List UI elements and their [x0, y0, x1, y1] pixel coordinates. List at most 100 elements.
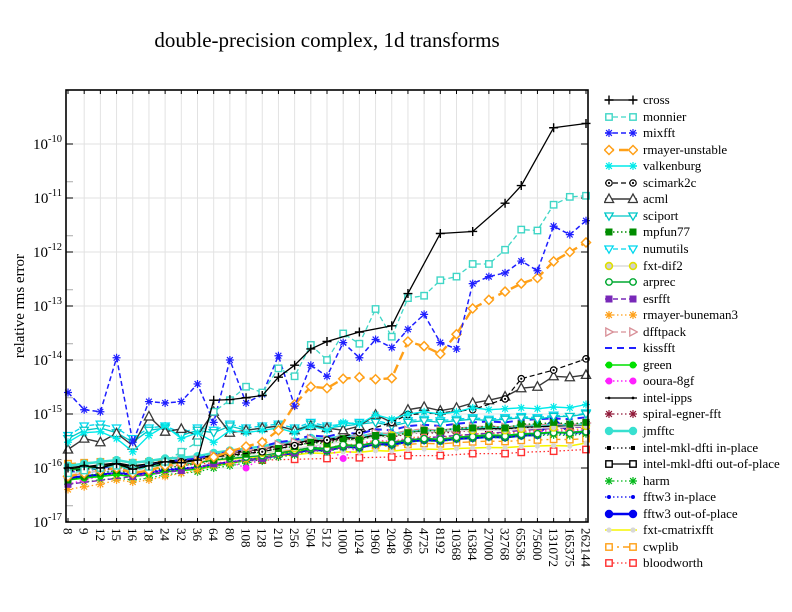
data-point-marker	[355, 420, 364, 429]
data-point-marker	[565, 230, 574, 239]
data-point-marker	[484, 431, 493, 440]
data-point-marker	[112, 434, 121, 443]
series-line-monnier	[67, 195, 587, 474]
data-point-marker	[177, 434, 186, 443]
data-point-marker	[435, 229, 445, 239]
data-point-marker	[517, 225, 526, 234]
data-point-marker	[159, 425, 171, 436]
data-point-marker	[240, 440, 252, 453]
data-point-marker	[339, 418, 348, 427]
data-point-marker	[176, 458, 186, 468]
data-point-marker	[533, 404, 542, 413]
x-tick-label: 10368	[449, 528, 464, 561]
x-tick-label: 36	[190, 528, 205, 542]
data-point-marker	[549, 222, 558, 231]
y-tick-label: 10-16	[33, 458, 62, 477]
data-point-marker	[548, 255, 560, 267]
data-point-marker	[564, 412, 576, 422]
data-point-marker	[321, 382, 333, 394]
data-point-marker	[434, 418, 446, 428]
data-point-marker	[564, 370, 576, 382]
data-point-marker	[582, 400, 590, 409]
data-point-marker	[175, 422, 188, 434]
data-point-marker	[503, 397, 507, 401]
data-point-marker	[112, 353, 121, 362]
data-point-marker	[486, 444, 492, 451]
x-tick-label: 64	[206, 528, 221, 542]
data-point-marker	[515, 414, 527, 424]
x-tick-label: 80	[222, 528, 237, 541]
data-point-marker	[290, 360, 300, 370]
x-tick-label: 24	[158, 528, 173, 542]
data-point-marker	[420, 426, 428, 434]
data-point-marker	[549, 402, 558, 411]
data-point-marker	[515, 381, 527, 393]
data-point-marker	[436, 451, 445, 460]
x-tick-label: 32768	[498, 528, 513, 561]
data-point-marker	[306, 421, 315, 430]
data-point-marker	[517, 403, 526, 412]
data-point-marker	[484, 260, 493, 268]
data-point-marker	[272, 424, 284, 436]
data-point-marker	[322, 337, 332, 347]
data-point-marker	[225, 426, 234, 435]
data-point-marker	[96, 480, 105, 489]
data-point-marker	[339, 435, 347, 443]
data-point-marker	[451, 417, 462, 427]
data-point-marker	[484, 405, 493, 414]
data-point-marker	[582, 418, 590, 426]
data-point-marker	[274, 364, 283, 373]
data-point-marker	[387, 332, 396, 341]
data-point-marker	[437, 446, 443, 453]
data-point-marker	[516, 181, 526, 191]
data-point-marker	[450, 328, 463, 340]
x-tick-label: 1000	[336, 528, 351, 554]
data-point-marker	[567, 443, 573, 449]
data-point-marker	[501, 404, 510, 413]
data-point-marker	[452, 407, 461, 416]
data-point-marker	[436, 410, 445, 418]
data-point-marker	[193, 438, 202, 447]
data-point-marker	[421, 446, 427, 452]
data-point-marker	[64, 485, 72, 494]
data-point-marker	[242, 428, 251, 437]
data-point-marker	[128, 478, 137, 487]
data-point-marker	[387, 453, 396, 461]
data-point-marker	[582, 191, 590, 200]
data-point-marker	[436, 338, 445, 347]
data-point-marker	[290, 372, 299, 381]
data-point-marker	[144, 431, 153, 440]
data-point-marker	[434, 348, 446, 360]
data-point-marker	[209, 418, 218, 427]
data-point-marker	[274, 351, 283, 360]
data-point-marker	[353, 371, 365, 383]
data-point-marker	[96, 407, 105, 416]
data-point-marker	[370, 418, 381, 428]
data-point-marker	[565, 403, 574, 412]
data-point-marker	[160, 457, 170, 467]
data-point-marker	[484, 272, 493, 281]
x-tick-label: 16	[125, 528, 140, 542]
series-line-ooura-8gf	[67, 429, 587, 485]
data-point-marker	[533, 226, 542, 235]
data-point-marker	[355, 436, 363, 444]
data-point-marker	[580, 368, 592, 380]
plot-frame	[65, 89, 589, 523]
data-point-marker	[452, 344, 461, 353]
x-tick-label: 15	[109, 528, 124, 541]
data-point-marker	[290, 428, 299, 437]
data-point-marker	[436, 427, 444, 435]
x-tick-label: 75600	[530, 528, 545, 561]
data-point-marker	[355, 339, 364, 348]
data-point-marker	[225, 459, 234, 468]
data-point-marker	[94, 435, 107, 447]
y-tick-label: 10-13	[33, 296, 62, 315]
data-point-marker	[193, 428, 202, 437]
data-point-marker	[405, 446, 411, 453]
data-point-marker	[565, 192, 574, 201]
y-tick-label: 10-15	[33, 404, 62, 423]
data-point-marker	[452, 272, 461, 281]
data-point-marker	[420, 310, 429, 319]
x-tick-label: 128	[255, 528, 270, 548]
